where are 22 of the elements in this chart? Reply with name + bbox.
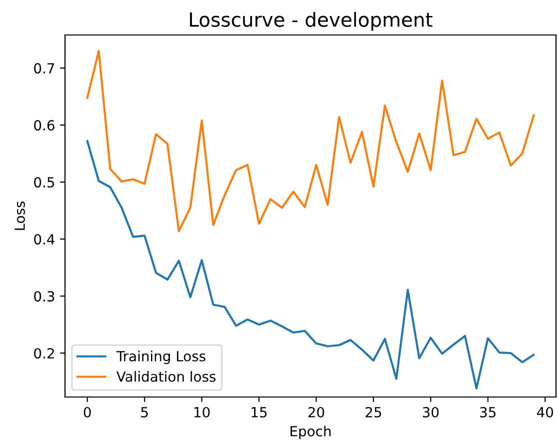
x-tick-label: 0 xyxy=(84,406,91,418)
line-series xyxy=(86,50,535,232)
x-tick-label: 15 xyxy=(252,407,267,418)
x-tick-label: 35 xyxy=(480,406,496,418)
y-axis-title: Loss xyxy=(14,201,25,230)
x-tick-label: 25 xyxy=(366,406,382,418)
x-tick-label: 5 xyxy=(141,407,148,418)
x-tick-label: 30 xyxy=(422,406,439,418)
y-tick-label: 0.3 xyxy=(34,291,54,302)
x-tick-label: 40 xyxy=(536,406,554,418)
line-series xyxy=(86,140,535,390)
x-tick-label: 10 xyxy=(194,406,210,418)
y-tick-label: 0.4 xyxy=(34,234,54,245)
y-tick-label: 0.2 xyxy=(34,348,54,359)
y-tick-label: 0.5 xyxy=(34,177,54,188)
chart-title: Losscurve - development xyxy=(190,12,432,31)
legend-label: Training Loss xyxy=(116,350,206,364)
y-tick-label: 0.7 xyxy=(34,63,54,74)
legend-label: Validation loss xyxy=(116,371,216,382)
x-axis-title: Epoch xyxy=(290,426,331,440)
y-tick-label: 0.6 xyxy=(34,120,54,131)
x-tick-label: 20 xyxy=(308,406,324,418)
